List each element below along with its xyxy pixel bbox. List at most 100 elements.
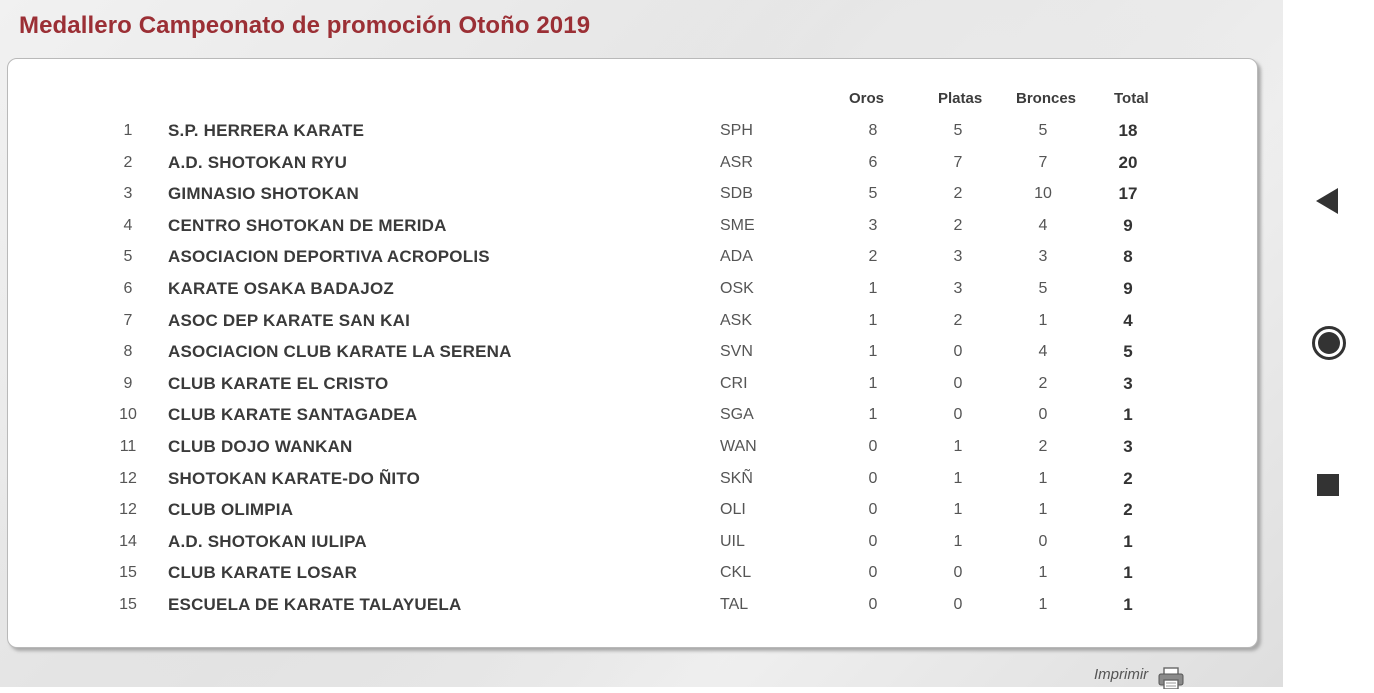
club-code-cell: UIL [720,532,745,550]
rank-cell: 8 [123,343,133,361]
club-code-cell: CRI [720,374,748,392]
table-row: 1 S.P. HERRERA KARATE SPH 8 5 5 18 [8,119,1257,143]
rank-cell: 15 [119,564,137,582]
rank-cell: 1 [123,122,133,139]
club-code-cell: SME [720,216,755,234]
table-row: 12 SHOTOKAN KARATE-DO ÑITO SKÑ 0 1 1 2 [8,467,1257,491]
rank-cell: 2 [123,153,133,171]
rank-cell: 12 [119,501,137,519]
printer-icon[interactable] [1157,667,1185,693]
table-row: 12 CLUB OLIMPIA OLI 0 1 1 2 [8,498,1257,522]
golds-cell: 1 [868,280,878,297]
total-cell: 8 [1123,247,1133,267]
golds-cell: 8 [868,122,878,139]
total-cell: 18 [1118,121,1138,140]
bronzes-cell: 4 [1038,216,1048,234]
bronzes-cell: 7 [1038,153,1048,171]
golds-cell: 6 [868,153,878,171]
golds-cell: 0 [868,501,878,519]
golds-cell: 1 [868,406,878,424]
bronzes-cell: 0 [1038,532,1048,550]
bronzes-cell: 1 [1038,501,1048,519]
silvers-cell: 5 [953,122,963,139]
back-triangle-icon[interactable] [1314,186,1340,221]
club-name-cell: ASOCIACION DEPORTIVA ACROPOLIS [168,247,490,267]
header-silvers: Platas [938,90,983,107]
medal-table-card: Oros Platas Bronces Total 1 S.P. HERRERA … [7,58,1258,648]
golds-cell: 0 [868,596,878,613]
rank-cell: 4 [123,216,133,234]
total-cell: 9 [1123,215,1133,235]
table-row: 4 CENTRO SHOTOKAN DE MERIDA SME 3 2 4 9 [8,214,1257,238]
total-cell: 2 [1123,500,1133,520]
golds-cell: 3 [868,216,878,234]
club-code-cell: SDB [720,185,753,203]
silvers-cell: 1 [953,532,963,550]
table-row: 2 A.D. SHOTOKAN RYU ASR 6 7 7 20 [8,151,1257,175]
bronzes-cell: 1 [1038,469,1048,487]
club-name-cell: GIMNASIO SHOTOKAN [168,184,360,204]
table-row: 9 CLUB KARATE EL CRISTO CRI 1 0 2 3 [8,372,1257,396]
rank-cell: 12 [119,469,137,487]
club-code-cell: ASK [720,311,753,329]
silvers-cell: 1 [953,438,963,455]
total-cell: 2 [1123,468,1133,488]
rank-cell: 3 [123,185,133,203]
print-link[interactable]: Imprimir [1094,666,1184,690]
silvers-cell: 0 [953,564,963,582]
bronzes-cell: 5 [1038,122,1048,139]
club-name-cell: KARATE OSAKA BADAJOZ [168,279,394,298]
silvers-cell: 0 [953,596,963,613]
rank-cell: 7 [123,311,133,329]
club-name-cell: SHOTOKAN KARATE-DO ÑITO [168,468,421,488]
total-cell: 5 [1123,342,1133,362]
header-total: Total [1114,90,1149,107]
silvers-cell: 1 [953,469,963,487]
silvers-cell: 2 [953,311,963,329]
golds-cell: 0 [868,438,878,455]
header-golds: Oros [849,90,885,107]
club-name-cell: CENTRO SHOTOKAN DE MERIDA [168,215,447,235]
home-circle-icon[interactable] [1311,325,1347,366]
golds-cell: 0 [868,564,878,582]
silvers-cell: 0 [953,406,963,424]
club-code-cell: SVN [720,343,753,361]
rank-cell: 11 [119,438,137,455]
club-code-cell: OLI [720,501,746,519]
table-row: 15 CLUB KARATE LOSAR CKL 0 0 1 1 [8,561,1257,585]
bronzes-cell: 10 [1034,185,1052,203]
bronzes-cell: 1 [1038,596,1048,613]
rank-cell: 9 [123,374,133,392]
club-code-cell: SPH [720,122,753,139]
recents-square-icon[interactable] [1317,474,1339,501]
club-code-cell: ADA [720,248,753,266]
club-name-cell: S.P. HERRERA KARATE [168,121,365,140]
rank-cell: 15 [119,596,137,613]
club-code-cell: WAN [720,438,757,455]
golds-cell: 5 [868,185,878,203]
table-row: 6 KARATE OSAKA BADAJOZ OSK 1 3 5 9 [8,277,1257,301]
silvers-cell: 0 [953,343,963,361]
total-cell: 4 [1123,310,1133,330]
bronzes-cell: 0 [1038,406,1048,424]
club-name-cell: ASOCIACION CLUB KARATE LA SERENA [168,342,512,362]
golds-cell: 1 [868,311,878,329]
table-row: 14 A.D. SHOTOKAN IULIPA UIL 0 1 0 1 [8,530,1257,554]
table-row: 8 ASOCIACION CLUB KARATE LA SERENA SVN 1 0 4 5 [8,340,1257,364]
golds-cell: 0 [868,469,878,487]
bronzes-cell: 5 [1038,280,1048,297]
rank-cell: 10 [119,406,137,424]
print-label: Imprimir [1094,666,1149,683]
table-row: 7 ASOC DEP KARATE SAN KAI ASK 1 2 1 4 [8,309,1257,333]
club-name-cell: CLUB KARATE LOSAR [168,563,358,583]
club-code-cell: SKÑ [720,469,753,487]
page-title: Medallero Campeonato de promoción Otoño … [19,12,591,39]
club-name-cell: ASOC DEP KARATE SAN KAI [168,310,410,330]
club-name-cell: CLUB OLIMPIA [168,500,294,520]
total-cell: 9 [1123,279,1133,298]
golds-cell: 2 [868,248,878,266]
club-name-cell: CLUB DOJO WANKAN [168,437,353,456]
rank-cell: 6 [123,280,133,297]
club-name-cell: CLUB KARATE EL CRISTO [168,373,389,393]
bronzes-cell: 1 [1038,564,1048,582]
